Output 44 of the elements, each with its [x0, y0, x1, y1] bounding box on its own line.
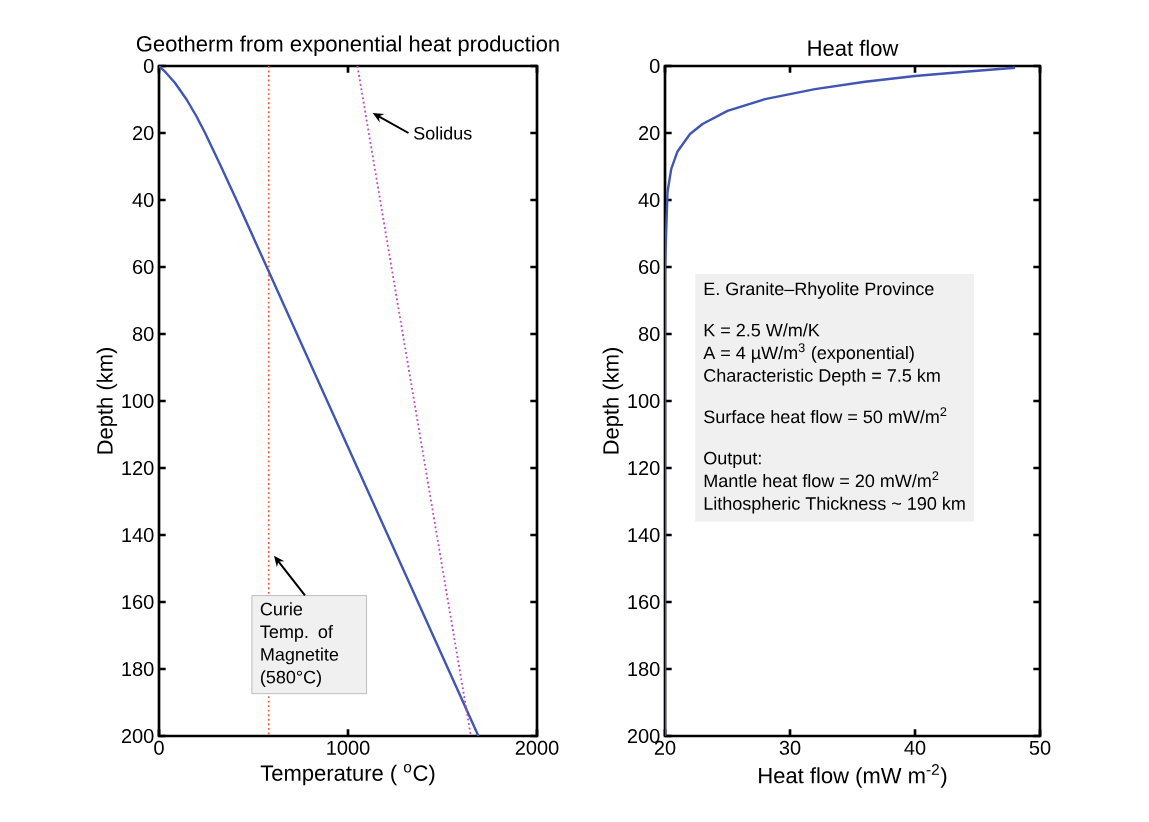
x-tick-label: 50 — [1029, 740, 1051, 755]
annotation: Solidus — [414, 126, 472, 140]
y-tick-label: 20 — [133, 125, 154, 141]
y-tick-label: 60 — [639, 259, 660, 275]
annotation: Characteristic Depth = 7.5 km — [704, 368, 940, 386]
annotation: A = 4 µW/m$^{3}$ (exponential) — [703, 343, 914, 363]
x-tick-label: 1000 — [327, 740, 370, 755]
y-tick-label: 60 — [133, 259, 154, 275]
x-tick-label: 0 — [154, 740, 164, 755]
y-axis-title: Depth (km) — [602, 348, 624, 454]
y-tick-label: 100 — [628, 393, 660, 409]
y-tick-label: 160 — [122, 594, 154, 610]
ref-line-label: Curie Temp. of Magnetite (580°C) — [260, 602, 339, 687]
x-tick-label: 40 — [904, 740, 926, 755]
annotation: K = 2.5 W/m/K — [704, 323, 820, 337]
line-series — [159, 66, 480, 737]
annotation: E. Granite–Rhyolite Province — [704, 281, 934, 299]
annotation: Surface heat flow = 50 mW/m$^{2}$ — [704, 407, 947, 424]
y-tick-label: 80 — [132, 326, 154, 342]
x-tick-label: 30 — [779, 740, 801, 755]
annotation: Output: — [704, 451, 761, 469]
y-axis-title: Depth (km) — [96, 348, 118, 454]
x-tick-label: 2000 — [515, 740, 559, 755]
y-tick-label: 140 — [628, 527, 660, 543]
y-tick-label: 100 — [122, 393, 154, 409]
y-tick-label: 120 — [628, 460, 660, 476]
y-tick-label: 20 — [639, 125, 660, 141]
y-tick-label: 140 — [122, 527, 154, 543]
y-tick-label: 180 — [122, 661, 154, 677]
x-axis-title: Temperature ( $^{o}$C) — [260, 764, 435, 786]
chart-title: Geotherm from exponential heat production — [136, 35, 559, 56]
y-tick-label: 0 — [649, 58, 660, 74]
y-tick-label: 200 — [121, 728, 154, 744]
y-tick-label: 40 — [638, 192, 660, 208]
annotation: Lithospheric Thickness ~ 190 km — [704, 496, 965, 514]
chart-title: Heat flow — [808, 39, 899, 56]
y-tick-label: 120 — [122, 460, 154, 476]
x-axis-title: Heat flow (mW m$^{-2}$) — [759, 764, 947, 788]
y-tick-label: 80 — [638, 326, 660, 342]
y-tick-label: 160 — [628, 594, 660, 610]
y-tick-label: 0 — [143, 58, 154, 74]
y-tick-label: 40 — [132, 192, 154, 208]
annotation: Mantle heat flow = 20 mW/m$^{2}$ — [704, 471, 939, 488]
y-tick-label: 180 — [628, 661, 660, 677]
